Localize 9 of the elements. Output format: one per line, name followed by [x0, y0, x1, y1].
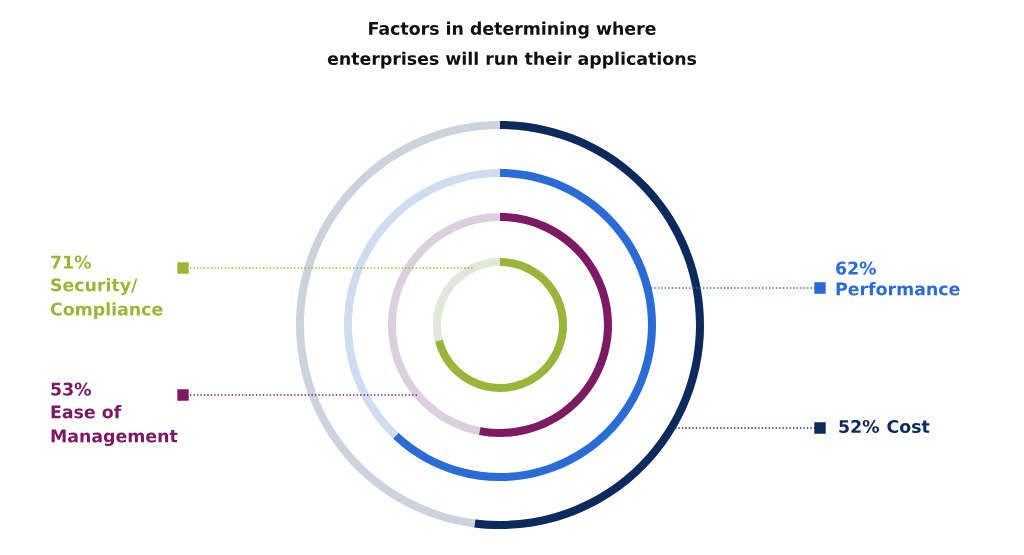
category-label: Performance — [836, 282, 960, 296]
data-label: 71% — [51, 255, 91, 269]
category-label: Cost — [887, 419, 930, 434]
data-label: 52% — [839, 419, 879, 434]
category-label: Security/ Compliance — [50, 278, 163, 319]
data-label: 53% — [51, 382, 91, 396]
data-label: 62% — [836, 261, 876, 275]
category-label: Ease of Management — [51, 405, 178, 446]
text: Factors in determining where enterprises will run their applications — [327, 21, 697, 69]
